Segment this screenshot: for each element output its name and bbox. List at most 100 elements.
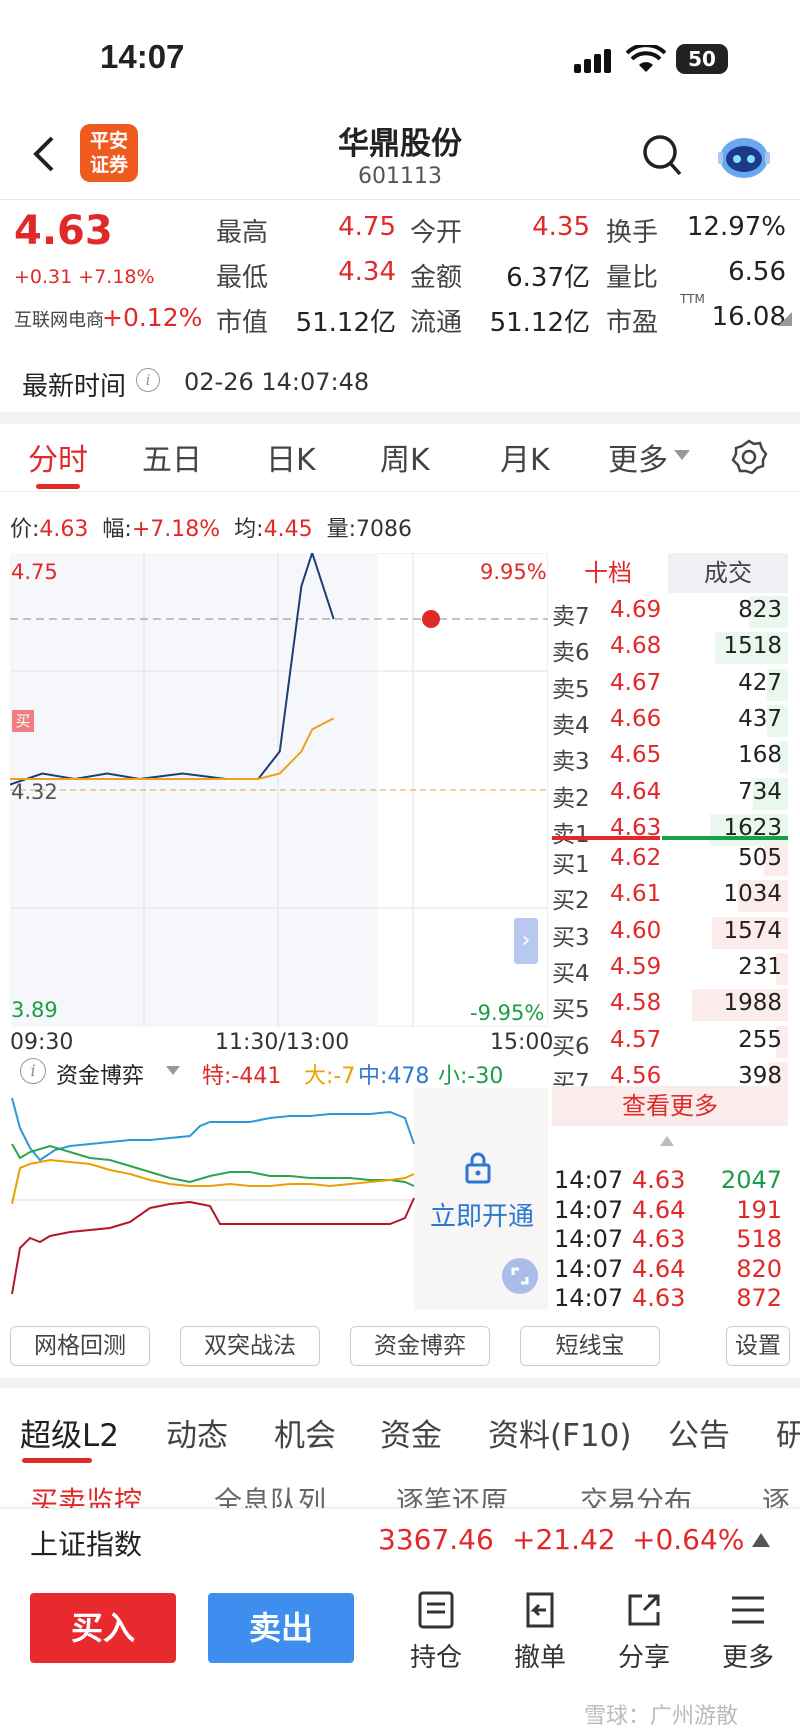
stat-value: 4.35 [532, 212, 590, 242]
level-price: 4.69 [610, 597, 662, 623]
chart-tab[interactable]: 分时 [28, 443, 88, 478]
tab-trades[interactable]: 成交 [668, 553, 788, 593]
sub-tab[interactable]: 逐笔还原 [396, 1485, 509, 1508]
order-level-row[interactable]: 卖7 4.69 823 [552, 594, 788, 630]
level-price: 4.62 [610, 845, 662, 871]
cancel-order-icon [526, 1592, 554, 1628]
level-label: 卖3 [552, 749, 590, 776]
sub-tab[interactable]: 交易分布 [580, 1485, 693, 1508]
tab-levels[interactable]: 十档 [584, 559, 632, 587]
level-price: 4.56 [610, 1062, 662, 1089]
level-price: 4.59 [610, 953, 662, 980]
trade-time: 14:07 [554, 1284, 624, 1312]
info-icon[interactable]: i [136, 368, 160, 392]
stat-value: 6.56 [728, 257, 786, 287]
order-level-row[interactable]: 买2 4.61 1034 [552, 878, 788, 914]
trade-volume: 820 [736, 1254, 782, 1283]
chart-tab[interactable]: 更多 [608, 443, 668, 478]
order-level-row[interactable]: 卖2 4.64 734 [552, 776, 788, 812]
info-tab[interactable]: 研 [776, 1418, 800, 1454]
tool-button[interactable]: 短线宝 [520, 1326, 660, 1366]
order-level-row[interactable]: 卖5 4.67 427 [552, 667, 788, 703]
order-level-row[interactable]: 买1 4.62 505 [552, 842, 788, 878]
sub-tab[interactable]: 逐笔 [762, 1485, 791, 1508]
expand-corner-icon[interactable] [778, 312, 792, 326]
tool-button[interactable]: 双突战法 [180, 1326, 320, 1366]
view-more-button[interactable]: 查看更多 [552, 1086, 788, 1126]
cancel-order-button[interactable]: 撤单 [500, 1590, 580, 1674]
lock-icon [465, 1152, 491, 1184]
index-expand-icon[interactable] [752, 1533, 770, 1547]
chart-tab[interactable]: 周K [380, 443, 430, 478]
stat-label: 市盈 [606, 308, 659, 338]
stat-label: 最高 [216, 218, 269, 248]
buy-button[interactable]: 买入 [30, 1593, 176, 1663]
info-tab[interactable]: 机会 [274, 1418, 336, 1454]
info-tab[interactable]: 公告 [668, 1418, 730, 1454]
stat-value: 6.37亿 [506, 263, 590, 293]
chart-tab[interactable]: 日K [266, 443, 316, 478]
share-button[interactable]: 分享 [604, 1590, 684, 1674]
order-level-row[interactable]: 买5 4.58 1988 [552, 987, 788, 1023]
gear-icon[interactable] [730, 438, 768, 476]
sector-name[interactable]: 互联网电商 [14, 310, 104, 331]
order-level-row[interactable]: 买4 4.59 231 [552, 951, 788, 987]
collapse-caret-icon[interactable] [660, 1136, 674, 1146]
intraday-chart[interactable] [10, 553, 548, 1027]
stat-label: 最低 [216, 263, 269, 293]
y-top-label: 4.75 [11, 560, 58, 584]
level-label: 买5 [552, 997, 590, 1024]
info-tab[interactable]: 超级L2 [20, 1418, 119, 1454]
order-level-row[interactable]: 买6 4.57 255 [552, 1024, 788, 1060]
buy-marker[interactable]: 买 [12, 710, 34, 732]
fund-info-icon[interactable]: i [20, 1058, 46, 1084]
more-button[interactable]: 更多 [708, 1590, 788, 1674]
level-label: 卖4 [552, 712, 590, 739]
sub-tab[interactable]: 买卖监控 [30, 1485, 143, 1508]
order-level-row[interactable]: 卖3 4.65 168 [552, 739, 788, 775]
trade-time: 14:07 [554, 1225, 624, 1253]
level-label: 卖5 [552, 676, 590, 703]
info-tab[interactable]: 资料(F10) [488, 1418, 632, 1454]
level-volume: 231 [738, 953, 782, 980]
chart-tab[interactable]: 月K [500, 443, 550, 478]
hold-button[interactable]: 持仓 [396, 1590, 476, 1674]
tool-button[interactable]: 资金博弈 [350, 1326, 490, 1366]
fund-dropdown-icon[interactable] [166, 1066, 180, 1076]
level-volume: 823 [738, 597, 782, 623]
level-volume: 1518 [723, 633, 782, 660]
robot-assistant-icon[interactable] [716, 130, 772, 180]
back-arrow-icon[interactable] [30, 134, 58, 174]
level-price: 4.65 [610, 742, 662, 769]
level-label: 买3 [552, 924, 590, 951]
tool-button[interactable]: 网格回测 [10, 1326, 150, 1366]
info-tab[interactable]: 动态 [166, 1418, 228, 1454]
sell-button[interactable]: 卖出 [208, 1593, 354, 1663]
fund-panel-title[interactable]: 资金博弈 [56, 1064, 145, 1089]
index-bar[interactable]: 上证指数 3367.46 +21.42 +0.64% [0, 1508, 800, 1572]
pct-top-label: 9.95% [480, 560, 547, 584]
order-level-row[interactable]: 卖4 4.66 437 [552, 703, 788, 739]
stat-value: 4.34 [338, 257, 396, 287]
stat-label: 金额 [410, 263, 463, 293]
fund-te: 特:-441 [202, 1064, 282, 1089]
dropdown-caret-icon[interactable] [674, 450, 690, 462]
level-price: 4.58 [610, 990, 662, 1017]
latest-time-label: 最新时间 [22, 372, 127, 402]
search-icon[interactable] [642, 134, 684, 178]
trade-price: 4.63 [632, 1225, 686, 1253]
fullscreen-icon[interactable] [502, 1258, 538, 1294]
unlock-button[interactable]: 立即开通 [430, 1202, 535, 1232]
stock-code: 601113 [358, 164, 442, 189]
sub-tab[interactable]: 全息队列 [214, 1485, 327, 1508]
tool-button[interactable]: 设置 [726, 1326, 790, 1366]
info-tab[interactable]: 资金 [380, 1418, 442, 1454]
chart-expand-arrow[interactable]: › [514, 918, 538, 964]
status-bar: 14:07 50 [0, 0, 800, 110]
stat-value: 12.97% [686, 212, 786, 242]
chart-tab[interactable]: 五日 [142, 443, 202, 478]
trade-row: 14:07 4.64 820 [552, 1255, 788, 1285]
volume-bar [710, 813, 788, 846]
order-level-row[interactable]: 卖6 4.68 1518 [552, 630, 788, 666]
order-level-row[interactable]: 买3 4.60 1574 [552, 915, 788, 951]
